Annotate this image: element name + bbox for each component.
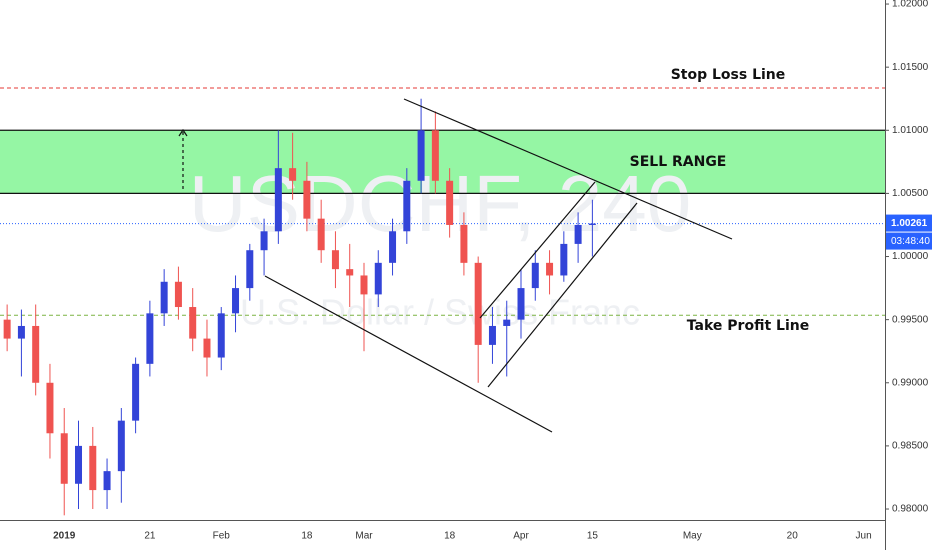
y-tick-label: 1.00000 xyxy=(892,251,929,262)
x-tick-label: May xyxy=(683,531,702,542)
y-tick-label: 1.01500 xyxy=(892,62,929,73)
candle-body xyxy=(46,382,54,434)
candle-body xyxy=(360,275,368,295)
candle-body xyxy=(117,420,125,472)
candle-body xyxy=(303,180,311,219)
channel-line xyxy=(487,202,638,388)
x-tick-label: Mar xyxy=(355,531,373,542)
annotation: SELL RANGE xyxy=(630,154,727,170)
y-tick-label: 0.99500 xyxy=(892,314,929,325)
y-tick-label: 0.99000 xyxy=(892,377,929,388)
candle-body xyxy=(546,262,554,276)
trendline xyxy=(264,275,553,433)
candle-body xyxy=(146,313,154,364)
last-price-box xyxy=(886,214,932,232)
candle-body xyxy=(460,224,468,263)
x-tick-label: 18 xyxy=(301,531,313,542)
y-tick-label: 1.00500 xyxy=(892,188,929,199)
candle-body xyxy=(89,445,97,491)
countdown: 03:48:40 xyxy=(891,236,930,247)
candle-body xyxy=(403,180,411,232)
watermark-name: U.S. Dollar / Swiss Franc xyxy=(240,292,640,333)
countdown-box xyxy=(886,232,932,250)
candle-body xyxy=(374,262,382,295)
candle-body xyxy=(346,269,354,276)
candle-body xyxy=(75,445,83,484)
candle-body xyxy=(274,168,282,232)
candle-body xyxy=(232,288,240,314)
sell-range xyxy=(0,130,885,194)
candle-body xyxy=(174,281,182,308)
candle-body xyxy=(446,180,454,225)
y-tick-label: 0.98500 xyxy=(892,441,929,452)
candle-body xyxy=(189,307,197,339)
trendline xyxy=(403,98,733,240)
y-tick-label: 1.02000 xyxy=(892,0,929,10)
candle-body xyxy=(474,262,482,345)
drawings xyxy=(178,98,733,433)
x-tick-label: 21 xyxy=(144,531,156,542)
watermark-symbol: USDCHF, 240 xyxy=(189,159,691,248)
candle-body xyxy=(246,250,254,289)
x-tick-label: Apr xyxy=(513,531,529,542)
candle-body xyxy=(289,168,297,181)
channel-line xyxy=(479,181,596,319)
candle-body xyxy=(317,218,325,251)
price-axis xyxy=(885,0,932,550)
x-tick-label: 20 xyxy=(787,531,799,542)
candle-body xyxy=(32,325,40,383)
candle-body xyxy=(503,319,511,326)
candle-body xyxy=(588,223,596,225)
candle-body xyxy=(103,471,111,491)
candle-body xyxy=(331,250,339,270)
x-tick-label: 18 xyxy=(444,531,456,542)
arrow-head xyxy=(178,128,188,137)
candle-body xyxy=(17,325,25,339)
candle-body xyxy=(488,325,496,345)
candle-body xyxy=(574,224,582,244)
candle-body xyxy=(517,288,525,320)
candle-body xyxy=(132,363,140,421)
last-price-label: 1.00261 xyxy=(891,218,928,229)
candle-body xyxy=(60,433,68,484)
candle-body xyxy=(560,243,568,276)
x-tick-label: 2019 xyxy=(53,531,76,542)
x-tick-label: Jun xyxy=(856,531,872,542)
candle-body xyxy=(160,281,168,314)
candle-body xyxy=(389,231,397,263)
candle-body xyxy=(3,319,11,339)
candle-body xyxy=(531,262,539,289)
candle-body xyxy=(217,313,225,358)
candle-body xyxy=(431,130,439,181)
annotation: Stop Loss Line xyxy=(671,67,786,83)
candle-body xyxy=(260,231,268,251)
candle-body xyxy=(417,130,425,181)
x-tick-label: 15 xyxy=(587,531,599,542)
x-tick-label: Feb xyxy=(213,531,231,542)
annotation: Take Profit Line xyxy=(687,318,809,334)
candle-body xyxy=(203,338,211,358)
y-tick-label: 1.01000 xyxy=(892,125,929,136)
y-tick-label: 0.98000 xyxy=(892,504,929,515)
